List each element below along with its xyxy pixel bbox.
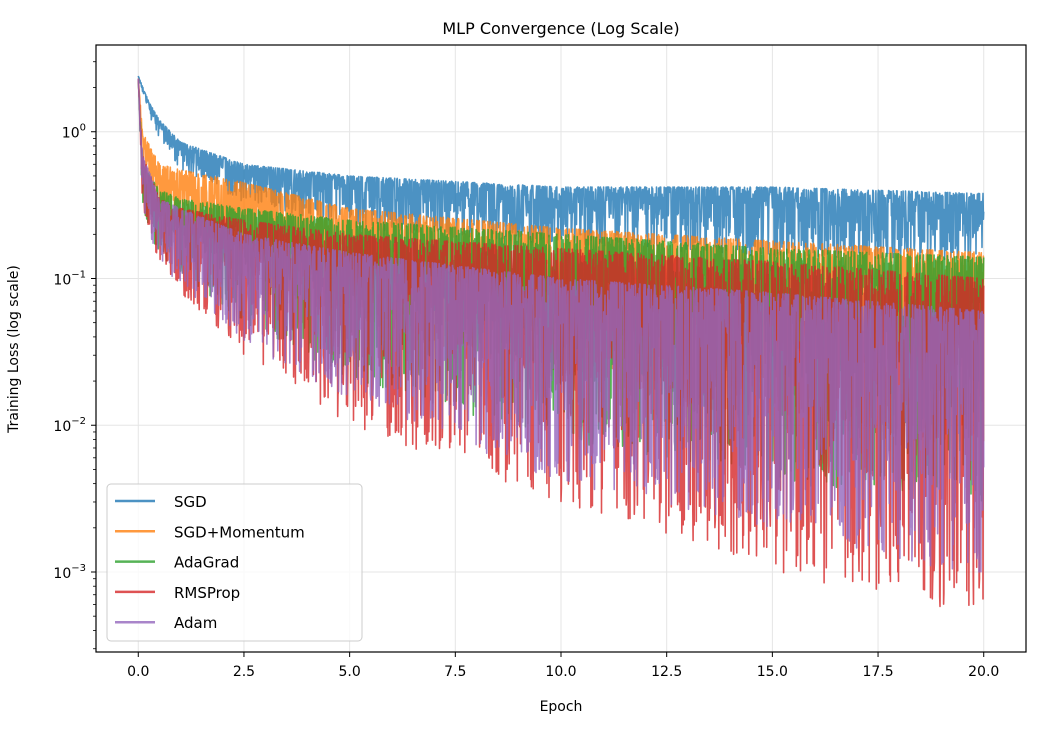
x-tick-label: 20.0	[968, 664, 999, 680]
x-tick-label: 5.0	[339, 664, 361, 680]
legend-label: SGD+Momentum	[174, 523, 305, 541]
x-tick-label: 7.5	[444, 664, 466, 680]
x-tick-label: 17.5	[862, 664, 893, 680]
y-axis: 100 10−1 10−2 10−3	[53, 61, 96, 650]
plot-area	[137, 75, 985, 608]
legend-box	[106, 483, 363, 642]
series-line-adam	[137, 78, 985, 573]
legend-label: RMSProp	[174, 584, 240, 602]
x-axis-label: Epoch	[540, 699, 583, 715]
x-tick-label: 12.5	[651, 664, 682, 680]
y-tick-label: 10−1	[53, 269, 86, 288]
x-tick-label: 10.0	[545, 664, 576, 680]
x-tick-label: 15.0	[757, 664, 788, 680]
legend-label: SGD	[174, 493, 207, 511]
y-tick-label: 10−3	[53, 563, 86, 582]
x-axis: 0.0 2.5 5.0 7.5 10.0 12.5 15.0 17.5 20.0	[127, 652, 999, 680]
x-tick-label: 0.0	[127, 664, 149, 680]
legend-label: Adam	[174, 614, 217, 632]
x-tick-label: 2.5	[233, 664, 255, 680]
legend: SGD SGD+Momentum AdaGrad RMSProp Adam	[106, 483, 363, 642]
y-axis-label: Training Loss (log scale)	[6, 265, 22, 434]
legend-label: AdaGrad	[174, 554, 239, 572]
chart-title: MLP Convergence (Log Scale)	[442, 19, 679, 38]
y-tick-label: 10−2	[53, 416, 86, 435]
y-tick-label: 100	[62, 123, 86, 142]
